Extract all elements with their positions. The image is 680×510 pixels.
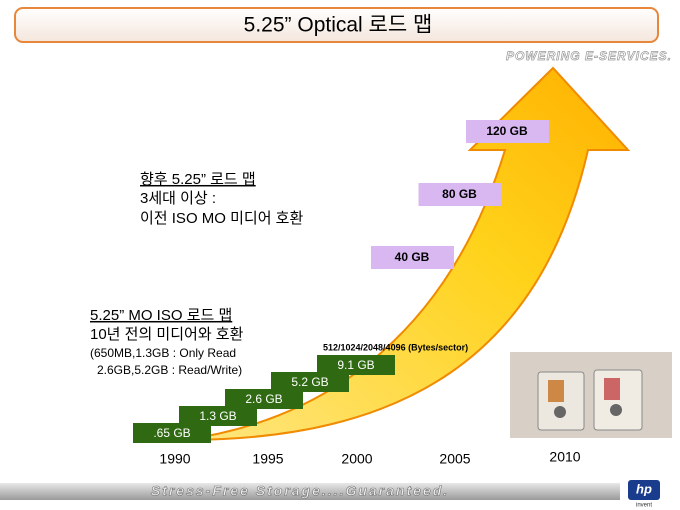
year-label: 1995: [252, 451, 283, 467]
footer-bar: [0, 483, 620, 500]
iso-detail: 2.6GB,5.2GB : Read/Write): [97, 363, 242, 377]
future-box: [418, 183, 502, 206]
step-box: [271, 372, 349, 392]
step-label: .65 GB: [153, 426, 190, 440]
product-photo: [510, 352, 672, 438]
step-label: 9.1 GB: [337, 358, 374, 372]
year-label: 2000: [341, 451, 372, 467]
iso-heading: 5.25” MO ISO 로드 맵: [90, 307, 232, 324]
future-box: [371, 246, 454, 269]
step-label: 1.3 GB: [199, 409, 236, 423]
year-label: 1990: [159, 451, 190, 467]
future-line: 이전 ISO MO 미디어 호환: [140, 210, 303, 227]
sector-note: 512/1024/2048/4096 (Bytes/sector): [323, 342, 468, 352]
future-label: 80 GB: [442, 187, 477, 201]
title: 5.25” Optical 로드 맵: [244, 14, 433, 37]
step-box: [225, 389, 303, 409]
title-box: [14, 7, 659, 43]
iso-detail: (650MB,1.3GB : Only Read: [90, 346, 236, 360]
tagline: POWERING E-SERVICES.: [506, 49, 672, 63]
logo: hp: [636, 481, 652, 496]
future-heading: 향후 5.25” 로드 맵: [140, 171, 256, 188]
future-label: 120 GB: [486, 124, 528, 138]
logo-box: [628, 480, 660, 500]
footer-slogan: Stress-Free Storage....Guaranteed.: [151, 483, 449, 499]
step-box: [133, 423, 211, 443]
iso-line: 10년 전의 미디어와 호환: [90, 326, 244, 343]
logo-sub: invent: [636, 503, 652, 509]
future-line: 3세대 이상 :: [140, 190, 216, 207]
future-box: [466, 120, 549, 143]
year-label: 2005: [439, 451, 470, 467]
step-box: [179, 406, 257, 426]
future-label: 40 GB: [395, 250, 430, 264]
step-box: [317, 355, 395, 375]
step-label: 5.2 GB: [291, 375, 328, 389]
year-label: 2010: [549, 449, 580, 465]
step-label: 2.6 GB: [245, 392, 282, 406]
